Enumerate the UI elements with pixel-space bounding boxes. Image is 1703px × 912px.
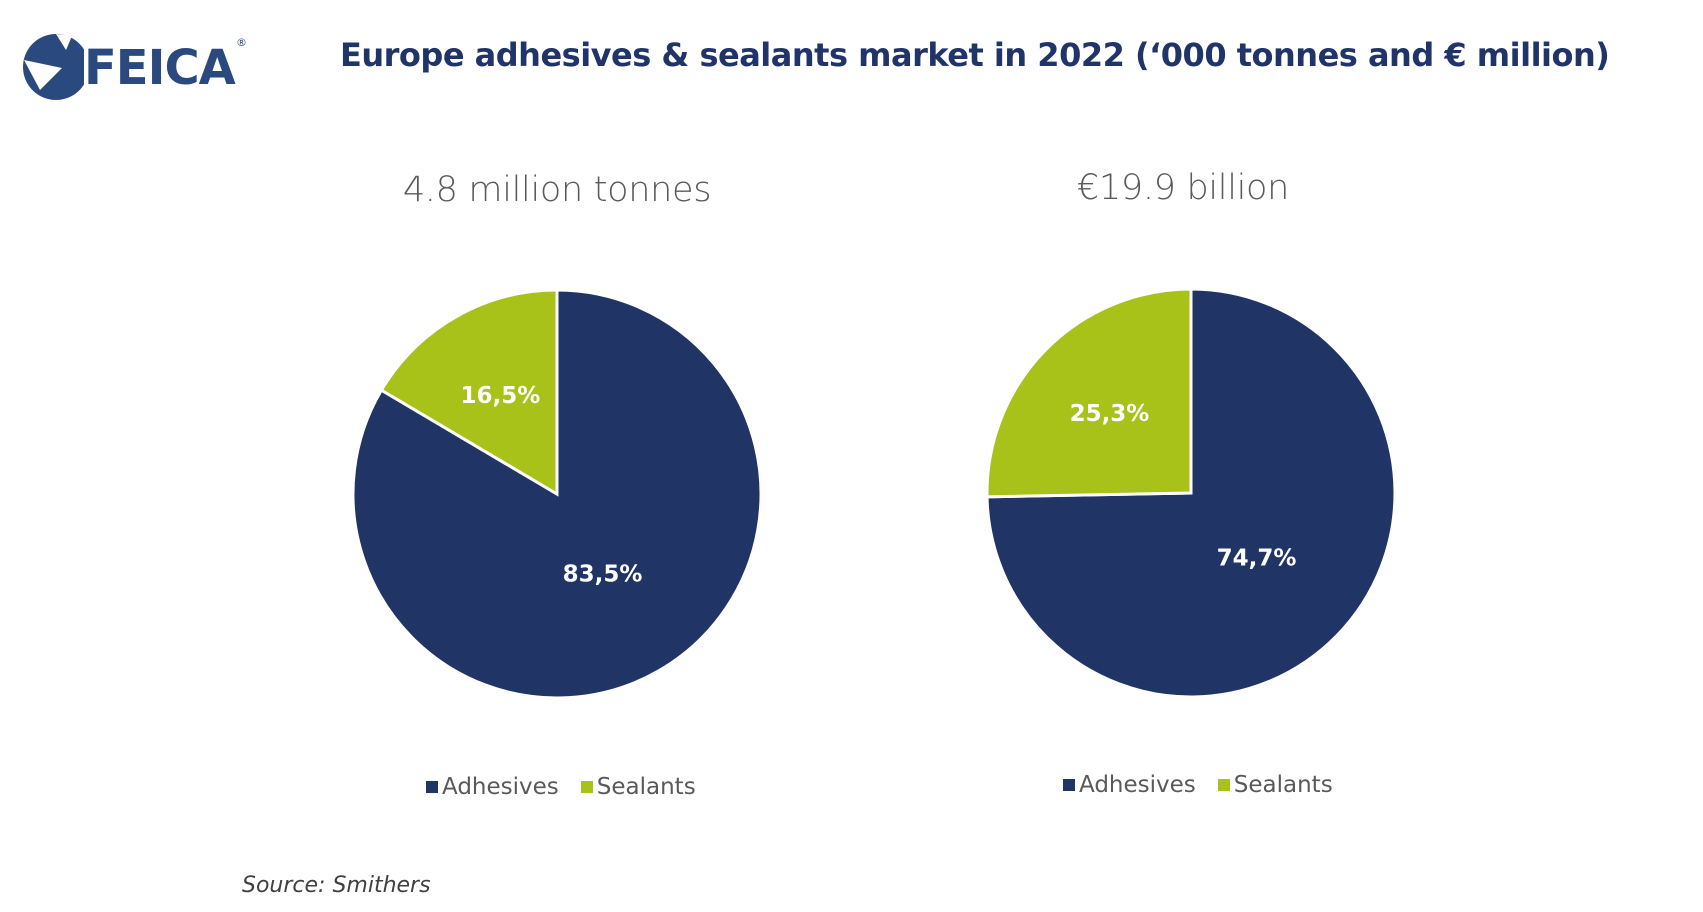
feica-logo-icon bbox=[23, 34, 84, 100]
pie-chart-volume: 83,5% 16,5% bbox=[351, 288, 763, 700]
legend-value: Adhesives Sealants bbox=[1063, 772, 1333, 798]
logo-text: FEICA bbox=[84, 40, 236, 96]
legend-item-adhesives: Adhesives bbox=[1063, 772, 1196, 798]
pie-label-adhesives: 74,7% bbox=[1217, 545, 1297, 571]
chart-title-volume: 4.8 million tonnes bbox=[402, 170, 712, 210]
legend-swatch-adhesives bbox=[426, 781, 438, 793]
feica-logo: FEICA ® bbox=[22, 30, 252, 100]
legend-volume: Adhesives Sealants bbox=[426, 774, 696, 800]
legend-swatch-adhesives bbox=[1063, 779, 1075, 791]
legend-swatch-sealants bbox=[580, 781, 593, 793]
legend-item-sealants: Sealants bbox=[1217, 772, 1333, 798]
pie-label-adhesives: 83,5% bbox=[563, 562, 643, 588]
pie-slice-sealants bbox=[379, 288, 559, 497]
pie-label-sealants: 25,3% bbox=[1070, 401, 1150, 427]
legend-swatch-sealants bbox=[1217, 779, 1230, 791]
legend-item-sealants: Sealants bbox=[580, 774, 696, 800]
source-note: Source: Smithers bbox=[242, 873, 431, 898]
logo-registered-mark: ® bbox=[236, 36, 247, 49]
legend-item-adhesives: Adhesives bbox=[426, 774, 559, 800]
legend-label-sealants: Sealants bbox=[1233, 772, 1333, 798]
pie-slice-sealants bbox=[985, 287, 1193, 499]
legend-label-adhesives: Adhesives bbox=[442, 774, 559, 800]
pie-chart-value: 74,7% 25,3% bbox=[985, 287, 1397, 699]
legend-label-sealants: Sealants bbox=[596, 774, 696, 800]
page-title: Europe adhesives & sealants market in 20… bbox=[340, 36, 1610, 74]
legend-label-adhesives: Adhesives bbox=[1079, 772, 1196, 798]
pie-label-sealants: 16,5% bbox=[461, 383, 541, 409]
chart-title-value: €19.9 billion bbox=[1076, 168, 1290, 208]
